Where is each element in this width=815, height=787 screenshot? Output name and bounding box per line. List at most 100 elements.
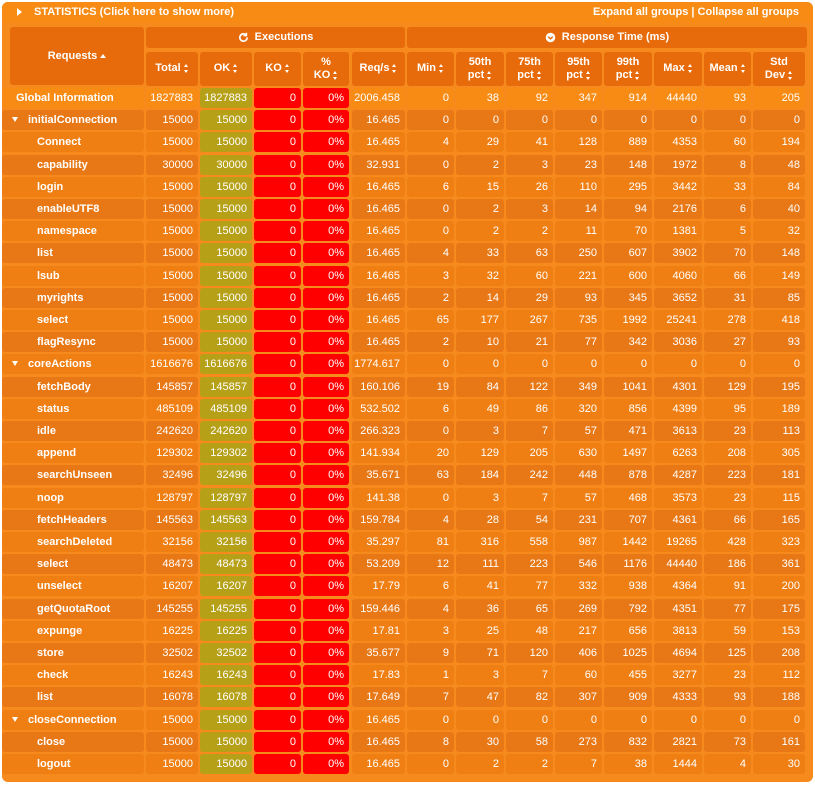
column-header-p99[interactable]: 99th pct xyxy=(604,52,652,86)
collapse-arrow-icon[interactable] xyxy=(12,117,18,123)
request-name[interactable]: flagResync xyxy=(2,332,144,353)
request-name[interactable]: store xyxy=(2,643,144,663)
request-name[interactable]: fetchBody xyxy=(2,376,144,397)
table-row[interactable]: Connect 15000 15000 0 0% 16.465 4 29 41 128 889 435… xyxy=(2,131,813,153)
column-header-mean[interactable]: Mean xyxy=(704,52,751,86)
table-row[interactable]: status 485109 485109 0 0% 532.502 6 49 86 320 856 4… xyxy=(2,398,813,419)
table-row[interactable]: searchDeleted 32156 32156 0 0% 35.297 81 316 558… xyxy=(2,531,813,552)
request-name[interactable]: append xyxy=(2,443,144,464)
cell-ok: 15000 xyxy=(200,221,252,242)
table-row[interactable]: flagResync 15000 15000 0 0% 16.465 2 10 21 77 342 3… xyxy=(2,331,813,353)
requests-header[interactable]: Requests xyxy=(10,27,144,85)
cell-p95: 320 xyxy=(555,398,602,419)
table-row[interactable]: unselect 16207 16207 0 0% 17.79 6 41 77 332 938 436… xyxy=(2,575,813,597)
table-row[interactable]: idle 242620 242620 0 0% 266.323 0 3 7 57 471 3613 23… xyxy=(2,420,813,441)
cell-p95: 77 xyxy=(555,332,602,353)
table-row[interactable]: enableUTF8 15000 15000 0 0% 16.465 0 2 3 14 94 2176… xyxy=(2,198,813,219)
request-name[interactable]: list xyxy=(2,243,144,264)
column-header-std[interactable]: Std Dev xyxy=(753,52,805,86)
cell-max: 3813 xyxy=(654,620,702,641)
table-row[interactable]: namespace 15000 15000 0 0% 16.465 0 2 2 11 70 1381 5… xyxy=(2,220,813,242)
cell-max: 3277 xyxy=(654,665,702,686)
column-header-rps[interactable]: Req/s xyxy=(352,52,405,86)
collapse-all-groups-link[interactable]: Collapse all groups xyxy=(697,6,799,18)
table-row[interactable]: select 15000 15000 0 0% 16.465 65 177 267 735 1992… xyxy=(2,309,813,330)
request-name[interactable]: list xyxy=(2,687,144,708)
request-name[interactable]: unselect xyxy=(2,576,144,597)
group-row[interactable]: initialConnection 15000 15000 0 0% 16.465 0 0 0 0… xyxy=(2,109,813,131)
column-header-p95[interactable]: 95th pct xyxy=(555,52,602,86)
request-name[interactable]: getQuotaRoot xyxy=(2,598,144,619)
request-name[interactable]: searchDeleted xyxy=(2,532,144,552)
request-name[interactable]: myrights xyxy=(2,287,144,308)
statistics-title-bar[interactable]: STATISTICS (Click here to show more) Exp… xyxy=(2,2,813,23)
request-name[interactable]: status xyxy=(2,398,144,419)
column-header-max[interactable]: Max xyxy=(654,52,702,86)
request-name[interactable]: searchUnseen xyxy=(2,465,144,486)
table-row[interactable]: close 15000 15000 0 0% 16.465 8 30 58 273 832 2821 7… xyxy=(2,731,813,752)
cell-ko: 0 xyxy=(254,88,301,108)
expand-triangle-icon[interactable] xyxy=(17,8,22,16)
column-header-ko[interactable]: KO xyxy=(254,52,301,86)
table-row[interactable]: append 129302 129302 0 0% 141.934 20 129 205 630 1… xyxy=(2,442,813,464)
table-row[interactable]: fetchHeaders 145563 145563 0 0% 159.784 4 28 54 2… xyxy=(2,509,813,530)
cell-mean: 93 xyxy=(704,88,751,108)
expand-all-groups-link[interactable]: Expand all groups xyxy=(592,6,689,18)
column-header-ok[interactable]: OK xyxy=(200,52,252,86)
table-row[interactable]: capability 30000 30000 0 0% 32.931 0 2 3 23 148 197… xyxy=(2,154,813,175)
table-row[interactable]: list 15000 15000 0 0% 16.465 4 33 63 250 607 3902 70… xyxy=(2,242,813,264)
table-row[interactable]: fetchBody 145857 145857 0 0% 160.106 19 84 122 34… xyxy=(2,376,813,397)
request-name[interactable]: expunge xyxy=(2,620,144,641)
request-name[interactable]: namespace xyxy=(2,221,144,242)
request-name[interactable]: capability xyxy=(2,154,144,175)
table-row[interactable]: store 32502 32502 0 0% 35.677 9 71 120 406 1025 469… xyxy=(2,642,813,663)
request-name[interactable]: check xyxy=(2,665,144,686)
table-row[interactable]: list 16078 16078 0 0% 17.649 7 47 82 307 909 4333 93… xyxy=(2,686,813,708)
cell-p95: 23 xyxy=(555,154,602,175)
request-name[interactable]: select xyxy=(2,554,144,575)
cell-ok: 15000 xyxy=(200,199,252,219)
cell-mean: 4 xyxy=(704,754,751,774)
request-name[interactable]: idle xyxy=(2,421,144,441)
column-header-p50[interactable]: 50th pct xyxy=(456,52,504,86)
cell-ok: 48473 xyxy=(200,554,252,575)
global-information-row[interactable]: Global Information 1827883 1827883 0 0% 2006.… xyxy=(2,87,813,108)
table-row[interactable]: select 48473 48473 0 0% 53.209 12 111 223 546 1176… xyxy=(2,553,813,575)
cell-total: 15000 xyxy=(146,332,198,353)
table-row[interactable]: lsub 15000 15000 0 0% 16.465 3 32 60 221 600 4060 66… xyxy=(2,265,813,286)
request-name[interactable]: logout xyxy=(2,754,144,774)
column-header-pko[interactable]: % KO xyxy=(303,52,349,86)
request-name[interactable]: coreActions xyxy=(2,354,144,375)
column-header-total[interactable]: Total xyxy=(146,52,198,86)
request-name[interactable]: lsub xyxy=(2,265,144,286)
request-name[interactable]: Global Information xyxy=(2,88,144,108)
table-row[interactable]: expunge 16225 16225 0 0% 17.81 3 25 48 217 656 3813… xyxy=(2,620,813,641)
cell-p75: 58 xyxy=(506,731,553,752)
cell-pko: 0% xyxy=(303,443,349,464)
request-name[interactable]: noop xyxy=(2,487,144,508)
group-row[interactable]: closeConnection 15000 15000 0 0% 16.465 0 0 0 0 0 0… xyxy=(2,709,813,730)
collapse-arrow-icon[interactable] xyxy=(12,361,18,367)
request-name[interactable]: enableUTF8 xyxy=(2,199,144,219)
table-row[interactable]: check 16243 16243 0 0% 17.83 1 3 7 60 455 3277 23 112 xyxy=(2,664,813,686)
request-name[interactable]: closeConnection xyxy=(2,709,144,730)
request-name[interactable]: close xyxy=(2,731,144,752)
column-header-p75[interactable]: 75th pct xyxy=(506,52,553,86)
request-name[interactable]: fetchHeaders xyxy=(2,509,144,530)
column-header-min[interactable]: Min xyxy=(407,52,454,86)
group-row[interactable]: coreActions 1616676 1616676 0 0% 1774.617 0 0 0 0… xyxy=(2,353,813,375)
collapse-arrow-icon[interactable] xyxy=(12,716,18,722)
table-row[interactable]: getQuotaRoot 145255 145255 0 0% 159.446 4 36 65 2… xyxy=(2,598,813,619)
table-row[interactable]: myrights 15000 15000 0 0% 16.465 2 14 29 93 345 365… xyxy=(2,287,813,308)
table-row[interactable]: login 15000 15000 0 0% 16.465 6 15 26 110 295 3442 3… xyxy=(2,176,813,197)
request-name[interactable]: login xyxy=(2,176,144,197)
statistics-title[interactable]: STATISTICS (Click here to show more) xyxy=(34,6,235,18)
table-row[interactable]: logout 15000 15000 0 0% 16.465 0 2 2 7 38 1444 4 30 xyxy=(2,753,813,774)
request-name[interactable]: initialConnection xyxy=(2,110,144,131)
request-name[interactable]: select xyxy=(2,310,144,330)
cell-mean: 60 xyxy=(704,132,751,153)
table-row[interactable]: noop 128797 128797 0 0% 141.38 0 3 7 57 468 3573 23 1… xyxy=(2,487,813,508)
table-row[interactable]: searchUnseen 32496 32496 0 0% 35.671 63 184 242 4… xyxy=(2,464,813,486)
request-name[interactable]: Connect xyxy=(2,132,144,153)
cell-min: 0 xyxy=(407,88,454,108)
